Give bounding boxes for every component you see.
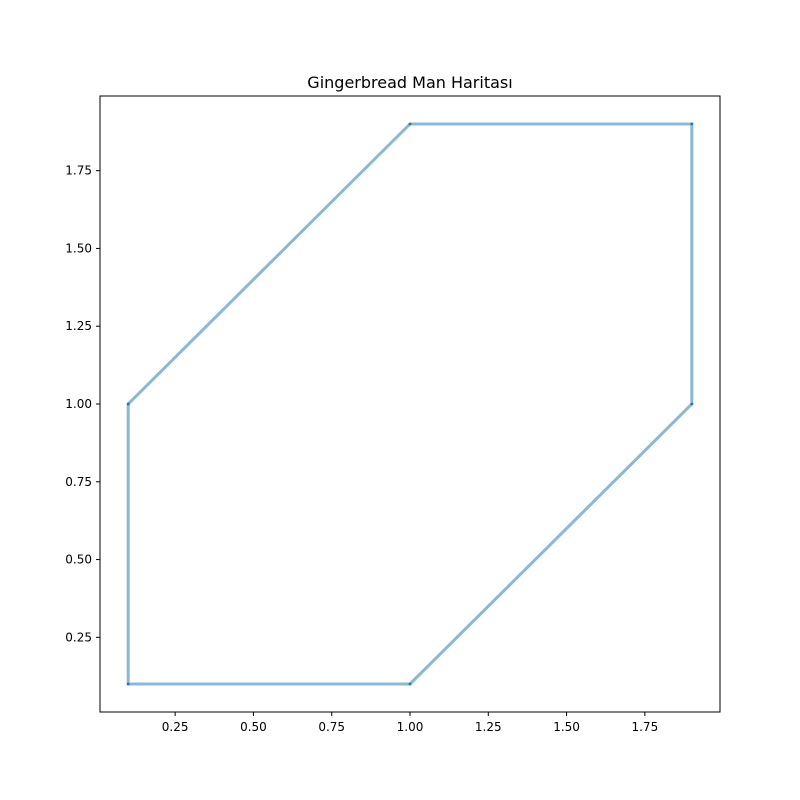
data-point	[408, 682, 412, 686]
x-tick-label: 1.50	[553, 720, 580, 734]
data-point	[126, 682, 130, 686]
x-tick-label: 0.50	[240, 720, 267, 734]
data-point	[126, 402, 130, 406]
data-point	[690, 402, 694, 406]
y-tick-label: 1.75	[65, 164, 92, 178]
y-tick-label: 0.50	[65, 553, 92, 567]
x-axis-ticks: 0.25 0.50 0.75 1.00 1.25 1.50 1.75	[162, 712, 658, 734]
plot-frame	[99, 95, 721, 713]
data-point	[408, 122, 412, 126]
x-tick-label: 1.75	[631, 720, 658, 734]
x-tick-label: 0.25	[162, 720, 189, 734]
series-layer	[126, 122, 694, 686]
y-axis-ticks: 0.25 0.50 0.75 1.00 1.25 1.50 1.75	[65, 164, 100, 644]
y-tick-label: 0.75	[65, 475, 92, 489]
x-tick-label: 1.00	[397, 720, 424, 734]
x-tick-label: 1.25	[475, 720, 502, 734]
y-tick-label: 1.25	[65, 319, 92, 333]
series-line-0	[126, 122, 694, 686]
y-tick-label: 0.25	[65, 630, 92, 644]
chart-title: Gingerbread Man Haritası	[307, 73, 512, 92]
x-tick-label: 0.75	[318, 720, 345, 734]
data-point	[690, 122, 694, 126]
y-tick-label: 1.00	[65, 397, 92, 411]
y-tick-label: 1.50	[65, 241, 92, 255]
